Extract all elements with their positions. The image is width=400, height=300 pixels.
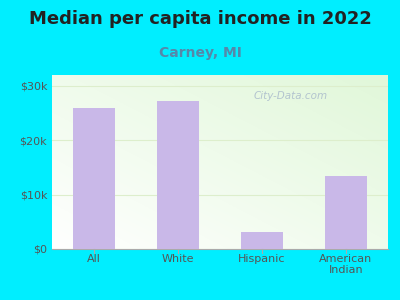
Bar — [73, 108, 115, 249]
Text: City-Data.com: City-Data.com — [254, 91, 328, 101]
Bar — [157, 101, 199, 249]
Text: Carney, MI: Carney, MI — [158, 46, 242, 61]
Bar — [241, 232, 283, 249]
Bar — [325, 176, 367, 249]
Text: Median per capita income in 2022: Median per capita income in 2022 — [28, 11, 372, 28]
